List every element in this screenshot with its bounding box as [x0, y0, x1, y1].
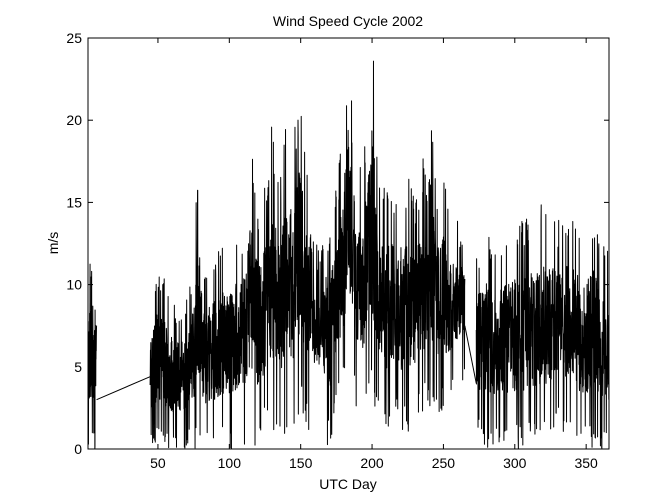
- series-line-segment-1: [96, 376, 151, 401]
- x-tick-label: 300: [503, 455, 527, 471]
- x-tick-label: 350: [574, 455, 598, 471]
- plot-area-frame: [87, 37, 610, 450]
- y-tick-label: 5: [74, 359, 82, 375]
- series-line-segment-4: [475, 204, 609, 449]
- y-tick-label: 25: [66, 30, 82, 46]
- x-tick-label: 100: [218, 455, 242, 471]
- y-axis-label: m/s: [45, 232, 61, 255]
- y-tick-label: 20: [66, 112, 82, 128]
- y-tick-label: 15: [66, 194, 82, 210]
- chart-title: Wind Speed Cycle 2002: [273, 13, 423, 29]
- x-tick-label: 50: [150, 455, 166, 471]
- series-line-segment-0: [88, 263, 98, 449]
- x-tick-label: 150: [289, 455, 313, 471]
- y-tick-label: 0: [74, 441, 82, 457]
- series-line-segment-2: [149, 60, 466, 449]
- series-layer: [88, 60, 609, 449]
- x-tick-label: 250: [432, 455, 456, 471]
- ticks-layer: 50 100 150 200 250 300 350 0 5 10 15 20 25: [66, 30, 609, 471]
- series-line-segment-3: [464, 325, 477, 384]
- x-axis-label: UTC Day: [319, 476, 377, 492]
- y-tick-label: 10: [66, 277, 82, 293]
- x-tick-label: 200: [360, 455, 384, 471]
